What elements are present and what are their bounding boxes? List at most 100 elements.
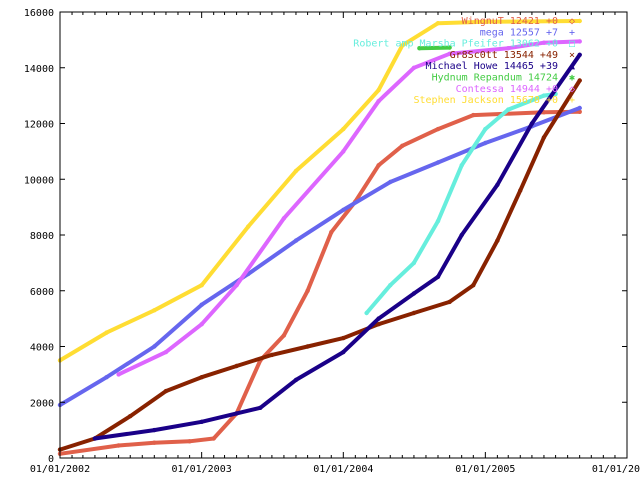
data-point [293, 238, 299, 243]
series-4 [92, 52, 582, 441]
data-point [541, 40, 547, 45]
legend-marker-icon: ✱ [569, 73, 575, 84]
data-point [163, 388, 169, 394]
data-point [199, 322, 204, 327]
data-point [435, 160, 441, 165]
axis-layer: 0 2000 4000 6000 8000 10000 12000 14000 16000 01/… [24, 8, 640, 475]
legend-entry-label: Stephen Jackson 15678 +0 [414, 95, 559, 106]
y-tick-label: 10000 [24, 175, 54, 186]
data-point [341, 349, 346, 355]
data-point [116, 443, 121, 448]
data-point [435, 21, 441, 26]
data-point [92, 436, 98, 441]
data-point [506, 46, 511, 51]
legend-entry-label: mega 12557 +7 [480, 27, 558, 38]
y-tick-label: 6000 [30, 287, 54, 298]
data-point [128, 414, 133, 419]
legend-entry-label: Robert amp Marsha Pfeifer 13062 +0 [353, 39, 558, 50]
data-point [376, 163, 381, 168]
data-point [234, 411, 239, 416]
data-point [341, 149, 346, 154]
data-point [199, 302, 204, 307]
data-point [411, 291, 417, 296]
data-point [388, 179, 393, 185]
data-point [152, 440, 157, 445]
data-point [577, 78, 582, 83]
data-point [104, 375, 109, 380]
x-tick-label: 01/01/20 [592, 464, 640, 475]
legend-entry-label: Contessa 14944 +0 [456, 84, 558, 95]
legend-entry-label: Michael Howe 14465 +39 [426, 61, 558, 72]
legend-marker-icon: ◇ [569, 84, 575, 95]
series-layer [57, 18, 582, 456]
data-point [529, 121, 535, 126]
data-point [199, 375, 204, 380]
data-point [341, 126, 346, 132]
data-point [258, 405, 263, 410]
data-point [541, 93, 547, 98]
data-point [447, 45, 452, 50]
data-point [411, 65, 417, 71]
data-point [411, 260, 417, 266]
data-point [376, 99, 381, 104]
data-point [281, 216, 287, 221]
data-point [376, 316, 381, 321]
data-point [376, 87, 381, 93]
data-point [152, 427, 157, 433]
data-point [577, 52, 582, 57]
data-point [364, 310, 369, 316]
legend-marker-icon: □ [569, 39, 575, 50]
data-point [234, 283, 239, 288]
data-point [411, 310, 417, 316]
data-point [388, 283, 393, 288]
legend-marker-icon: ◇ [569, 16, 575, 27]
data-point [163, 349, 169, 355]
legend-marker-icon: × [569, 50, 575, 61]
series-line-overlay [59, 107, 580, 406]
data-point [447, 299, 452, 305]
y-tick-label: 14000 [24, 64, 54, 75]
y-tick-label: 12000 [24, 120, 54, 131]
data-point [459, 232, 464, 238]
data-point [293, 377, 299, 383]
data-point [518, 188, 523, 193]
data-point [435, 274, 441, 279]
data-point [435, 126, 441, 132]
data-point [447, 51, 452, 56]
data-point [341, 207, 346, 213]
data-point [246, 224, 251, 229]
y-tick-label: 8000 [30, 231, 54, 242]
series-2 [364, 91, 558, 316]
y-tick-label: 2000 [30, 398, 54, 409]
legend: WingnuT 12421 +0 ◇ mega 12557 +7 + Robert am… [353, 16, 575, 106]
x-tick-label: 01/01/2005 [455, 464, 515, 475]
data-point [541, 135, 547, 140]
data-point [483, 126, 488, 132]
data-point [400, 143, 405, 148]
data-point [305, 288, 310, 293]
series-6 [116, 39, 582, 377]
series-line-overlay [419, 47, 450, 49]
data-point [305, 344, 310, 349]
data-point [400, 43, 405, 48]
legend-marker-icon: + [569, 27, 575, 38]
legend-entry-label: Hydnum Repandum 14724 [432, 73, 558, 84]
data-point [152, 344, 157, 349]
data-point [577, 109, 582, 115]
data-point [483, 140, 488, 146]
legend-entry-label: WingnuT 12421 +0 [462, 16, 558, 27]
data-point [577, 18, 582, 24]
data-point [495, 182, 500, 187]
data-point [417, 46, 422, 51]
data-point [199, 283, 204, 288]
y-tick-label: 4000 [30, 343, 54, 354]
data-point [341, 335, 346, 341]
data-point [104, 330, 109, 335]
data-point [187, 439, 192, 444]
data-point [152, 308, 157, 313]
x-tick-label: 01/01/2004 [313, 464, 373, 475]
series-5 [417, 45, 452, 51]
data-point [577, 39, 582, 44]
